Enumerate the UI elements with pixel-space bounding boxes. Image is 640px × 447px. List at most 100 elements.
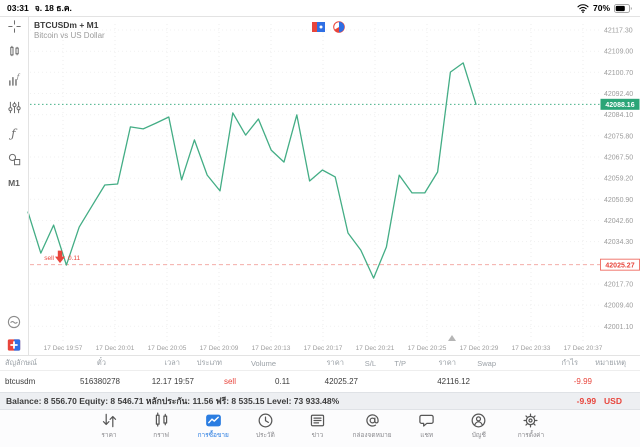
current-bar-marker: [448, 335, 456, 341]
emoji-icon[interactable]: [0, 315, 28, 329]
y-axis-label: 42009.40: [604, 303, 633, 310]
clock-icon: [258, 413, 273, 428]
cell-symbol: btcusdm: [5, 376, 36, 386]
chat-bubble-icon: [419, 414, 434, 427]
chart-header: BTCUSDm + M1 Bitcoin vs US Dollar: [34, 20, 105, 41]
wifi-icon: [577, 4, 589, 13]
x-axis-label: 17 Dec 20:01: [96, 345, 135, 352]
tab-settings[interactable]: การตั้งค่า: [514, 412, 548, 440]
y-axis-label: 42067.50: [604, 155, 633, 162]
column-header-comment[interactable]: หมายเหตุ: [595, 358, 626, 367]
battery-percent: 70%: [592, 3, 610, 13]
person-icon: [471, 413, 486, 428]
tab-news[interactable]: ข่าว: [300, 412, 334, 440]
crosshair-icon[interactable]: [0, 20, 28, 33]
column-header-swap[interactable]: Swap: [477, 358, 496, 368]
y-axis-label: 42084.10: [604, 112, 633, 119]
tab-bar: ราคา กราฟ การซื้อขาย ประวัติ ข่าว กล่องจดหมาย…: [0, 410, 640, 447]
y-axis-label: 42001.10: [604, 324, 633, 331]
x-axis-label: 17 Dec 20:21: [356, 345, 395, 352]
column-header-current_price[interactable]: ราคา: [438, 358, 456, 367]
cell-open_price: 42025.27: [324, 376, 358, 386]
chart-symbol-title: BTCUSDm + M1: [34, 20, 99, 30]
table-header-row: สัญลักษณ์ ตั๋ว เวลา ประเภท Volume ราคา S/L T/P ร…: [0, 356, 640, 371]
profit-value: -9.99: [576, 396, 597, 406]
column-header-open_price[interactable]: ราคา: [326, 358, 344, 367]
tab-accounts[interactable]: บัญชี: [462, 412, 496, 440]
at-icon: [365, 414, 379, 427]
tab-trade[interactable]: การซื้อขาย: [196, 412, 230, 440]
x-axis-label: 17 Dec 20:25: [408, 345, 447, 352]
column-header-ticket[interactable]: ตั๋ว: [96, 358, 106, 367]
svg-text:42025.27: 42025.27: [605, 262, 634, 269]
column-header-volume[interactable]: Volume: [250, 358, 276, 368]
column-header-profit[interactable]: กำไร: [561, 358, 578, 367]
battery-icon: [614, 3, 632, 13]
tab-label: ข่าว: [311, 432, 324, 439]
balance-summary: Balance: 8 556.70 Equity: 8 546.71 หลักป…: [6, 396, 340, 406]
sliders-icon[interactable]: [0, 101, 28, 114]
x-axis-label: 17 Dec 20:29: [460, 345, 499, 352]
sell-position-marker: sell 0.11: [44, 250, 81, 264]
y-axis-label: 42017.70: [604, 282, 633, 289]
chart-symbol-subtitle: Bitcoin vs US Dollar: [34, 30, 105, 40]
column-header-sl[interactable]: S/L: [364, 358, 376, 368]
y-axis-label: 42109.00: [604, 49, 633, 56]
svg-text:0.11: 0.11: [68, 255, 81, 262]
flag-icon[interactable]: [312, 22, 325, 32]
column-header-tp[interactable]: T/P: [394, 358, 406, 368]
cell-volume: 0.11: [275, 376, 290, 386]
svg-text:f: f: [15, 73, 20, 80]
x-axis-label: 17 Dec 20:13: [252, 345, 291, 352]
svg-text:42088.16: 42088.16: [605, 102, 634, 109]
chart-type-icon[interactable]: [0, 45, 28, 58]
cell-time: 12.17 19:57: [151, 376, 194, 386]
y-axis-label: 42117.30: [604, 28, 633, 35]
y-axis-label: 42059.20: [604, 176, 633, 183]
tab-label: กราฟ: [153, 432, 169, 439]
tab-chart[interactable]: กราฟ: [144, 412, 178, 440]
tab-label: ราคา: [101, 432, 117, 439]
y-axis-label: 42075.80: [604, 133, 633, 140]
pie-chart-icon[interactable]: [333, 21, 345, 33]
newspaper-icon: [310, 414, 325, 427]
indicators-icon[interactable]: f: [0, 73, 28, 86]
tab-chat[interactable]: แชท: [410, 412, 444, 440]
cell-current_price: 42116.12: [437, 376, 470, 386]
svg-text:sell: sell: [44, 255, 54, 262]
column-header-symbol[interactable]: สัญลักษณ์: [5, 358, 38, 367]
gear-icon: [523, 413, 538, 428]
x-axis-label: 17 Dec 19:57: [44, 345, 83, 352]
status-bar: 03:31 จ. 18 ธ.ค. 70%: [0, 0, 640, 16]
function-icon[interactable]: ƒ: [0, 126, 28, 140]
column-header-type[interactable]: ประเภท: [196, 358, 222, 367]
price-line: [27, 62, 477, 279]
table-row[interactable]: btcusdm 516380278 12.17 19:57 sell 0.11 42025…: [0, 371, 640, 391]
objects-icon[interactable]: [0, 153, 28, 166]
position-price-badge: 42025.27: [600, 258, 640, 271]
floating-profit: -9.99 USD: [577, 396, 634, 406]
svg-text:ƒ: ƒ: [8, 126, 18, 140]
x-axis-label: 17 Dec 20:33: [512, 345, 551, 352]
price-chart[interactable]: 17 Dec 19:57 17 Dec 20:01 17 Dec 20:05 17 D…: [0, 16, 640, 356]
tab-label: บัญชี: [471, 432, 486, 439]
tab-quotes[interactable]: ราคา: [92, 412, 126, 440]
tab-label: การตั้งค่า: [517, 432, 545, 439]
sell-arrow-icon: [55, 250, 65, 264]
y-axis-label: 42042.60: [604, 218, 633, 225]
y-axis-label: 42034.30: [604, 239, 633, 246]
y-axis-label: 42100.70: [604, 70, 633, 77]
tab-history[interactable]: ประวัติ: [248, 412, 282, 440]
y-axis-label: 42092.40: [604, 91, 633, 98]
y-axis-label: 42050.90: [604, 197, 633, 204]
x-axis-label: 17 Dec 20:09: [200, 345, 239, 352]
column-header-time[interactable]: เวลา: [164, 358, 180, 367]
flag-plus-icon[interactable]: [0, 338, 28, 352]
candlestick-icon: [155, 412, 167, 427]
cell-type: sell: [223, 376, 236, 386]
arrows-updown-icon: [102, 413, 116, 428]
timeframe-button[interactable]: M1: [8, 178, 20, 188]
x-axis-label: 17 Dec 20:05: [148, 345, 187, 352]
tab-mailbox[interactable]: กล่องจดหมาย: [353, 412, 392, 440]
